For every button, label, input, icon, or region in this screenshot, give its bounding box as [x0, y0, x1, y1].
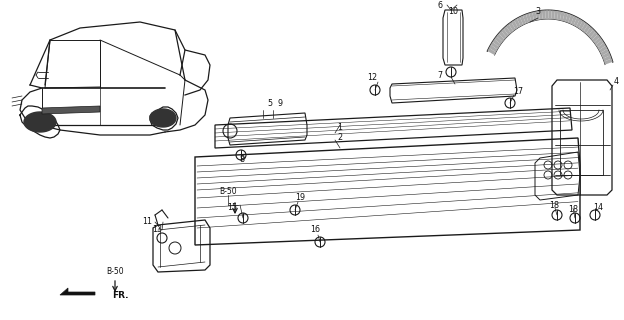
Polygon shape — [590, 32, 598, 40]
Text: 16: 16 — [310, 226, 320, 235]
Polygon shape — [539, 11, 543, 20]
Polygon shape — [563, 12, 568, 22]
Text: 14: 14 — [593, 204, 603, 212]
Polygon shape — [501, 28, 509, 37]
Polygon shape — [42, 106, 100, 114]
Polygon shape — [60, 288, 95, 295]
Polygon shape — [599, 46, 607, 53]
Polygon shape — [600, 49, 609, 56]
Polygon shape — [532, 12, 537, 21]
Text: B-50: B-50 — [106, 268, 124, 276]
Polygon shape — [551, 10, 555, 19]
Polygon shape — [571, 16, 577, 25]
Polygon shape — [497, 34, 504, 42]
Text: FR.: FR. — [112, 291, 129, 300]
Polygon shape — [573, 17, 580, 27]
Polygon shape — [499, 31, 507, 40]
Polygon shape — [557, 11, 562, 20]
Polygon shape — [576, 19, 583, 28]
Polygon shape — [494, 36, 502, 44]
Polygon shape — [514, 19, 520, 28]
Text: 12: 12 — [367, 74, 377, 83]
Polygon shape — [526, 13, 531, 23]
Text: 8: 8 — [240, 156, 245, 164]
Polygon shape — [545, 10, 548, 19]
Text: 18: 18 — [568, 205, 578, 214]
Polygon shape — [588, 29, 596, 38]
Text: 11: 11 — [142, 218, 152, 227]
Text: 10: 10 — [448, 7, 458, 17]
Polygon shape — [509, 22, 515, 31]
Polygon shape — [523, 14, 529, 24]
Text: 17: 17 — [513, 87, 523, 97]
Text: 1: 1 — [338, 123, 343, 132]
Polygon shape — [535, 11, 540, 20]
Text: 19: 19 — [295, 194, 305, 203]
Text: 7: 7 — [437, 70, 442, 79]
Text: 15: 15 — [227, 204, 237, 212]
Text: 13: 13 — [152, 226, 162, 235]
Polygon shape — [506, 24, 513, 33]
Polygon shape — [568, 14, 574, 24]
Polygon shape — [592, 34, 600, 43]
Polygon shape — [604, 59, 613, 65]
Polygon shape — [603, 55, 612, 62]
Text: 3: 3 — [535, 7, 540, 17]
Polygon shape — [489, 45, 497, 52]
Polygon shape — [578, 21, 585, 30]
Text: 2: 2 — [338, 133, 343, 142]
Polygon shape — [511, 20, 518, 29]
Polygon shape — [517, 17, 523, 26]
Polygon shape — [602, 52, 610, 59]
Polygon shape — [548, 10, 552, 19]
Polygon shape — [586, 27, 593, 36]
Polygon shape — [490, 42, 499, 50]
Text: 5: 5 — [268, 100, 273, 108]
Polygon shape — [581, 23, 588, 32]
Polygon shape — [565, 13, 571, 23]
Polygon shape — [487, 48, 496, 55]
Polygon shape — [597, 43, 606, 50]
Polygon shape — [150, 109, 176, 127]
Polygon shape — [596, 40, 604, 48]
Polygon shape — [492, 39, 500, 47]
Polygon shape — [520, 15, 526, 25]
Text: 4: 4 — [613, 77, 618, 86]
Text: B-50: B-50 — [219, 188, 237, 196]
Text: 9: 9 — [278, 100, 283, 108]
Polygon shape — [560, 12, 565, 21]
Polygon shape — [554, 11, 558, 20]
Polygon shape — [504, 26, 511, 35]
Polygon shape — [583, 25, 591, 34]
Text: 18: 18 — [549, 202, 559, 211]
Polygon shape — [594, 37, 602, 45]
Polygon shape — [24, 112, 56, 132]
Text: 6: 6 — [437, 1, 442, 10]
Polygon shape — [542, 10, 545, 19]
Polygon shape — [529, 12, 534, 22]
